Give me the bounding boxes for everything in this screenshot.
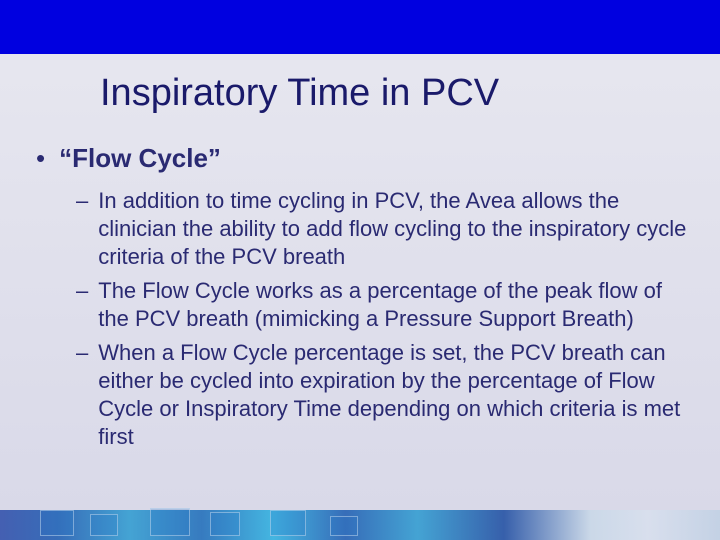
footer-square	[150, 508, 190, 536]
footer-graphic	[0, 500, 720, 540]
bullet-marker-l1: •	[36, 143, 45, 173]
bullet-text-l2: In addition to time cycling in PCV, the …	[98, 187, 690, 271]
content-area: • “Flow Cycle” – In addition to time cyc…	[30, 143, 690, 451]
bullet-marker-l2: –	[76, 277, 88, 305]
bullet-level2: – In addition to time cycling in PCV, th…	[76, 187, 690, 271]
bullet-text-l2: The Flow Cycle works as a percentage of …	[98, 277, 690, 333]
bullet-level2: – The Flow Cycle works as a percentage o…	[76, 277, 690, 333]
header-bar	[0, 0, 720, 54]
bullet-text-l1: “Flow Cycle”	[59, 143, 221, 173]
bullet-level1: • “Flow Cycle”	[30, 143, 690, 173]
slide-title: Inspiratory Time in PCV	[100, 72, 720, 115]
bullet-level2: – When a Flow Cycle percentage is set, t…	[76, 339, 690, 451]
bullet-text-l2: When a Flow Cycle percentage is set, the…	[98, 339, 690, 451]
footer-square	[40, 510, 74, 536]
bullet-marker-l2: –	[76, 339, 88, 367]
footer-square	[210, 512, 240, 536]
footer-square	[270, 510, 306, 536]
bullet-marker-l2: –	[76, 187, 88, 215]
footer-square	[330, 516, 358, 536]
footer-square	[90, 514, 118, 536]
